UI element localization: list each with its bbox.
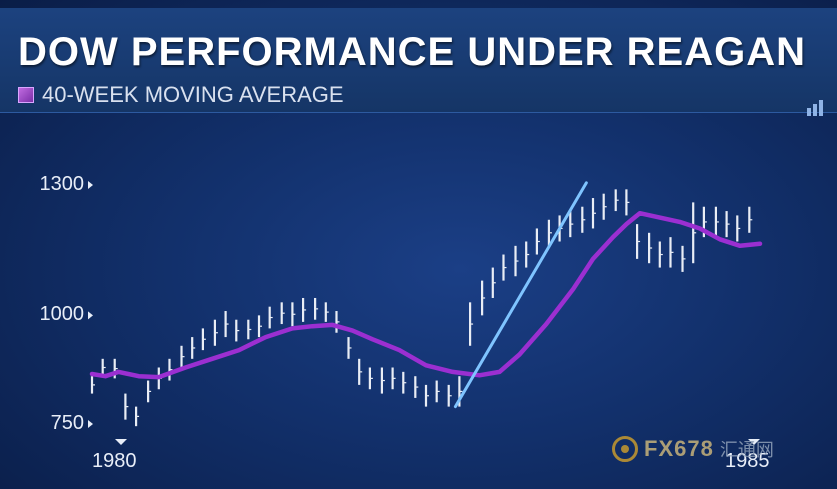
title-banner: DOW PERFORMANCE UNDER REAGAN 40-WEEK MOV…	[0, 8, 837, 116]
chart-subtitle: 40-WEEK MOVING AVERAGE	[18, 82, 344, 108]
watermark-suffix: 汇通网	[719, 440, 774, 460]
watermark: FX678 汇通网	[612, 436, 774, 462]
watermark-brand: FX678	[644, 436, 714, 461]
y-tick-mark	[88, 181, 93, 189]
chart-title: DOW PERFORMANCE UNDER REAGAN	[18, 30, 806, 74]
y-tick-mark	[88, 420, 93, 428]
watermark-logo-icon	[612, 436, 638, 462]
legend-label: 40-WEEK MOVING AVERAGE	[42, 82, 344, 107]
x-tick-mark	[115, 439, 127, 445]
legend-swatch-icon	[18, 87, 34, 103]
y-tick-mark	[88, 311, 93, 320]
x-tick-label: 1985	[725, 450, 770, 472]
moving-average-line	[89, 210, 763, 380]
y-tick-label: 1300	[39, 173, 85, 195]
y-tick-label: 750	[50, 412, 84, 434]
x-tick-mark	[748, 439, 760, 445]
trend-line	[453, 181, 588, 409]
bar-graph-icon	[807, 96, 829, 116]
y-tick-label: 1000	[39, 303, 85, 326]
x-tick-label: 1980	[92, 450, 137, 472]
